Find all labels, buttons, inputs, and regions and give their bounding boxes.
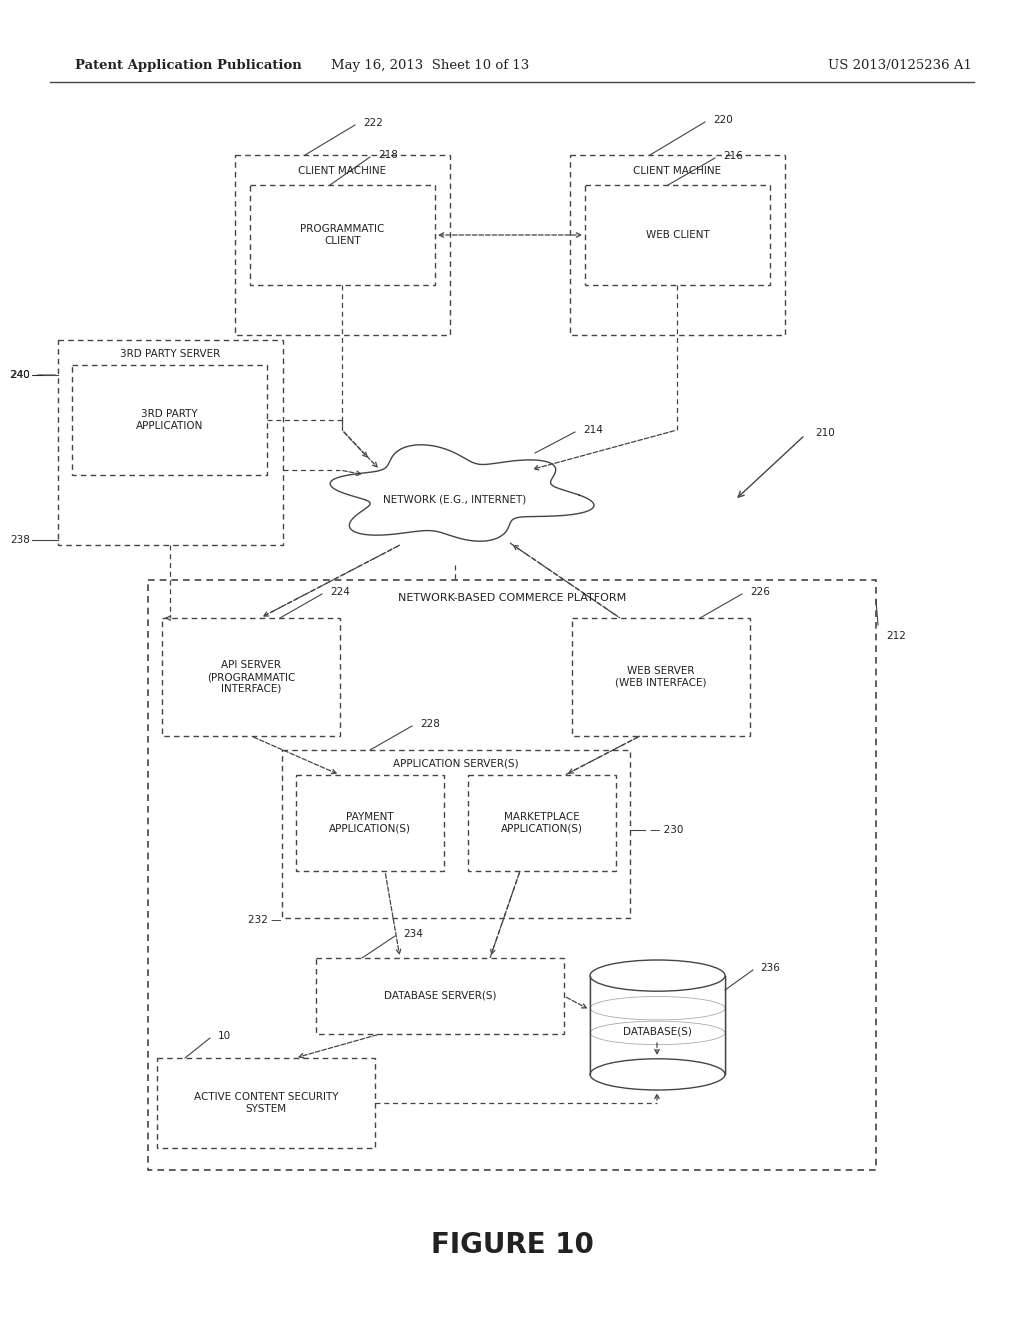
Text: — 230: — 230 [650, 825, 683, 836]
Text: 238: 238 [10, 535, 30, 545]
Text: ACTIVE CONTENT SECURITY
SYSTEM: ACTIVE CONTENT SECURITY SYSTEM [194, 1092, 338, 1114]
Bar [234, 154, 450, 335]
Text: PROGRAMMATIC
CLIENT: PROGRAMMATIC CLIENT [300, 224, 385, 246]
Text: API SERVER
(PROGRAMMATIC
INTERFACE): API SERVER (PROGRAMMATIC INTERFACE) [207, 660, 295, 693]
Text: 3RD PARTY
APPLICATION: 3RD PARTY APPLICATION [136, 409, 203, 430]
Ellipse shape [498, 478, 555, 520]
Bar [162, 618, 340, 737]
Text: 220: 220 [713, 115, 733, 125]
Text: 222: 222 [362, 117, 383, 128]
Bar [572, 618, 750, 737]
Text: DATABASE(S): DATABASE(S) [623, 1027, 692, 1036]
Text: DATABASE SERVER(S): DATABASE SERVER(S) [384, 991, 497, 1001]
Bar [316, 958, 564, 1034]
Bar [585, 185, 770, 285]
Text: 232 —: 232 — [248, 915, 282, 925]
Text: WEB CLIENT: WEB CLIENT [645, 230, 710, 240]
Bar [148, 579, 876, 1170]
Text: 210: 210 [815, 428, 835, 438]
Text: 212: 212 [886, 631, 906, 642]
Bar [58, 341, 283, 545]
Text: Patent Application Publication: Patent Application Publication [75, 58, 302, 71]
Ellipse shape [409, 436, 501, 499]
Ellipse shape [357, 467, 553, 544]
Text: 226: 226 [750, 587, 770, 597]
Bar [296, 775, 444, 871]
Text: NETWORK-BASED COMMERCE PLATFORM: NETWORK-BASED COMMERCE PLATFORM [398, 593, 626, 603]
Text: FIGURE 10: FIGURE 10 [430, 1232, 594, 1259]
Ellipse shape [378, 451, 452, 504]
Bar [590, 975, 725, 1074]
Ellipse shape [357, 467, 553, 544]
Text: 216: 216 [723, 150, 742, 161]
Text: NETWORK (E.G., INTERNET): NETWORK (E.G., INTERNET) [383, 495, 526, 506]
Text: 240: 240 [10, 370, 30, 380]
Text: PAYMENT
APPLICATION(S): PAYMENT APPLICATION(S) [329, 812, 411, 834]
Text: 240 —: 240 — [10, 370, 43, 380]
Text: WEB SERVER
(WEB INTERFACE): WEB SERVER (WEB INTERFACE) [615, 667, 707, 688]
Text: CLIENT MACHINE: CLIENT MACHINE [298, 166, 387, 176]
Bar [570, 154, 785, 335]
Text: APPLICATION SERVER(S): APPLICATION SERVER(S) [393, 759, 519, 770]
Text: 3RD PARTY SERVER: 3RD PARTY SERVER [121, 348, 220, 359]
Bar [468, 775, 616, 871]
Text: 228: 228 [420, 719, 440, 729]
Text: 236: 236 [760, 964, 780, 973]
Text: CLIENT MACHINE: CLIENT MACHINE [634, 166, 722, 176]
Bar [282, 750, 630, 917]
Text: MARKETPLACE
APPLICATION(S): MARKETPLACE APPLICATION(S) [501, 812, 583, 834]
Text: US 2013/0125236 A1: US 2013/0125236 A1 [828, 58, 972, 71]
Text: May 16, 2013  Sheet 10 of 13: May 16, 2013 Sheet 10 of 13 [331, 58, 529, 71]
Text: 224: 224 [330, 587, 350, 597]
Ellipse shape [464, 455, 534, 504]
Bar [72, 366, 267, 475]
Text: 10: 10 [218, 1031, 231, 1041]
Ellipse shape [590, 1059, 725, 1090]
Bar [250, 185, 435, 285]
Text: 214: 214 [583, 425, 603, 436]
Text: 218: 218 [378, 150, 398, 160]
Ellipse shape [590, 960, 725, 991]
Text: 234: 234 [403, 929, 423, 939]
Ellipse shape [355, 478, 413, 520]
Bar [157, 1059, 375, 1148]
